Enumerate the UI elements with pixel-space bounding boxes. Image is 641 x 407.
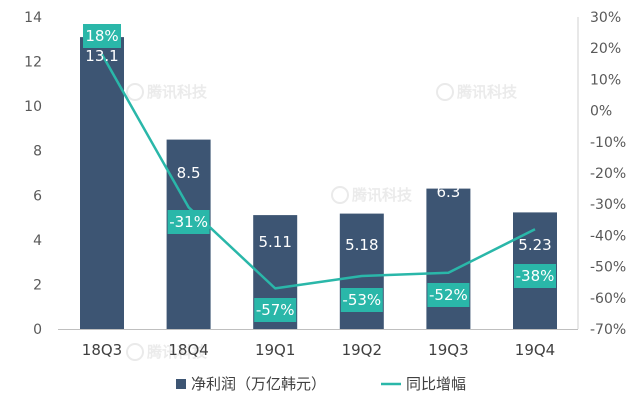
y-right-tick-label: -60%: [590, 291, 626, 307]
watermark: 腾讯科技: [126, 83, 208, 101]
y-right-tick-label: 0%: [590, 104, 612, 120]
y-left-tick-label: 4: [33, 233, 42, 249]
growth-label-box: [514, 264, 556, 288]
y-left-tick-label: 6: [33, 188, 42, 204]
watermark-logo-icon: [331, 186, 349, 204]
y-right-tick-label: 20%: [590, 41, 621, 57]
growth-label-box: [167, 210, 210, 234]
y-left-tick-label: 10: [24, 99, 42, 115]
y-right-tick-label: -30%: [590, 197, 626, 213]
growth-label: -53%: [342, 291, 381, 309]
legend-bar-swatch: [176, 379, 186, 389]
x-tick-label: 19Q4: [515, 341, 555, 359]
bar-18Q3: [80, 37, 124, 329]
watermark-text: 腾讯科技: [456, 83, 518, 101]
y-right-tick-label: -50%: [590, 260, 626, 276]
y-right-tick-label: 10%: [590, 72, 621, 88]
watermark-logo-icon: [436, 83, 454, 101]
axes: 0 2 4 6 8 10 12 14 -70% -60% -50% -40% -30% -20% -10% 0…: [24, 10, 626, 359]
bar-18Q4: [166, 139, 211, 329]
y-right-tick-label: -70%: [590, 322, 626, 338]
y-right-tick-label: -10%: [590, 135, 626, 151]
growth-label: -31%: [169, 213, 208, 231]
x-tick-label: 18Q4: [168, 341, 208, 359]
y-left-tick-label: 14: [24, 10, 42, 26]
y-right-tick-label: -20%: [590, 166, 626, 182]
bar-value-label: 5.23: [518, 236, 551, 254]
bar-value-label: 8.5: [177, 164, 201, 182]
data-labels: 13.1 8.5 5.11 5.18 6.3 5.23 18% -31% -57% -53% -52…: [83, 24, 556, 322]
legend: 净利润（万亿韩元） 同比增幅: [176, 375, 466, 393]
growth-label-box: [427, 283, 470, 307]
y-left-tick-label: 0: [33, 322, 42, 338]
watermark: 腾讯科技: [331, 186, 413, 204]
legend-line-label: 同比增幅: [406, 375, 466, 393]
y-right-tick-label: -40%: [590, 228, 626, 244]
x-tick-label: 19Q3: [428, 341, 468, 359]
growth-label: -57%: [256, 301, 295, 319]
watermark-text: 腾讯科技: [351, 186, 413, 204]
bar-value-label: 6.3: [436, 183, 460, 201]
watermark-logo-icon: [126, 83, 144, 101]
bar-value-label: 13.1: [85, 47, 118, 65]
growth-label: -38%: [516, 267, 555, 285]
x-tick-label: 19Q2: [342, 341, 382, 359]
bar-value-label: 5.11: [258, 233, 291, 251]
growth-label-box: [254, 298, 297, 322]
growth-label: 18%: [85, 27, 118, 45]
watermark-logo-icon: [126, 343, 144, 361]
growth-label: -52%: [429, 286, 468, 304]
y-left-tick-label: 12: [24, 55, 42, 71]
x-tick-label: 19Q1: [255, 341, 295, 359]
growth-label-box: [340, 288, 383, 312]
y-left-tick-label: 2: [33, 277, 42, 293]
watermark: 腾讯科技: [436, 83, 518, 101]
bar-value-label: 5.18: [345, 236, 378, 254]
bar-series: [80, 37, 557, 329]
y-right-tick-label: 30%: [590, 10, 621, 26]
watermark-text: 腾讯科技: [146, 343, 208, 361]
watermark-text: 腾讯科技: [146, 83, 208, 101]
line-series: [100, 53, 536, 290]
growth-line: [100, 53, 536, 290]
legend-bar-label: 净利润（万亿韩元）: [191, 375, 326, 393]
x-tick-label: 18Q3: [82, 341, 122, 359]
y-left-tick-label: 8: [33, 144, 42, 160]
watermark: 腾讯科技: [126, 343, 208, 361]
growth-label-box: [83, 24, 121, 48]
bar-19Q3: [426, 188, 471, 329]
